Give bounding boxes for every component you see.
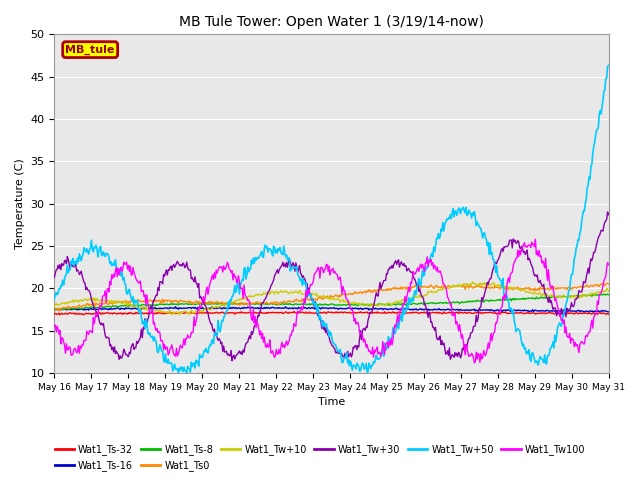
X-axis label: Time: Time (318, 397, 345, 408)
Legend: Wat1_Ts-32, Wat1_Ts-16, Wat1_Ts-8, Wat1_Ts0, Wat1_Tw+10, Wat1_Tw+30, Wat1_Tw+50,: Wat1_Ts-32, Wat1_Ts-16, Wat1_Ts-8, Wat1_… (51, 441, 589, 475)
Y-axis label: Temperature (C): Temperature (C) (15, 158, 25, 249)
Text: MB_tule: MB_tule (65, 45, 115, 55)
Title: MB Tule Tower: Open Water 1 (3/19/14-now): MB Tule Tower: Open Water 1 (3/19/14-now… (179, 15, 484, 29)
